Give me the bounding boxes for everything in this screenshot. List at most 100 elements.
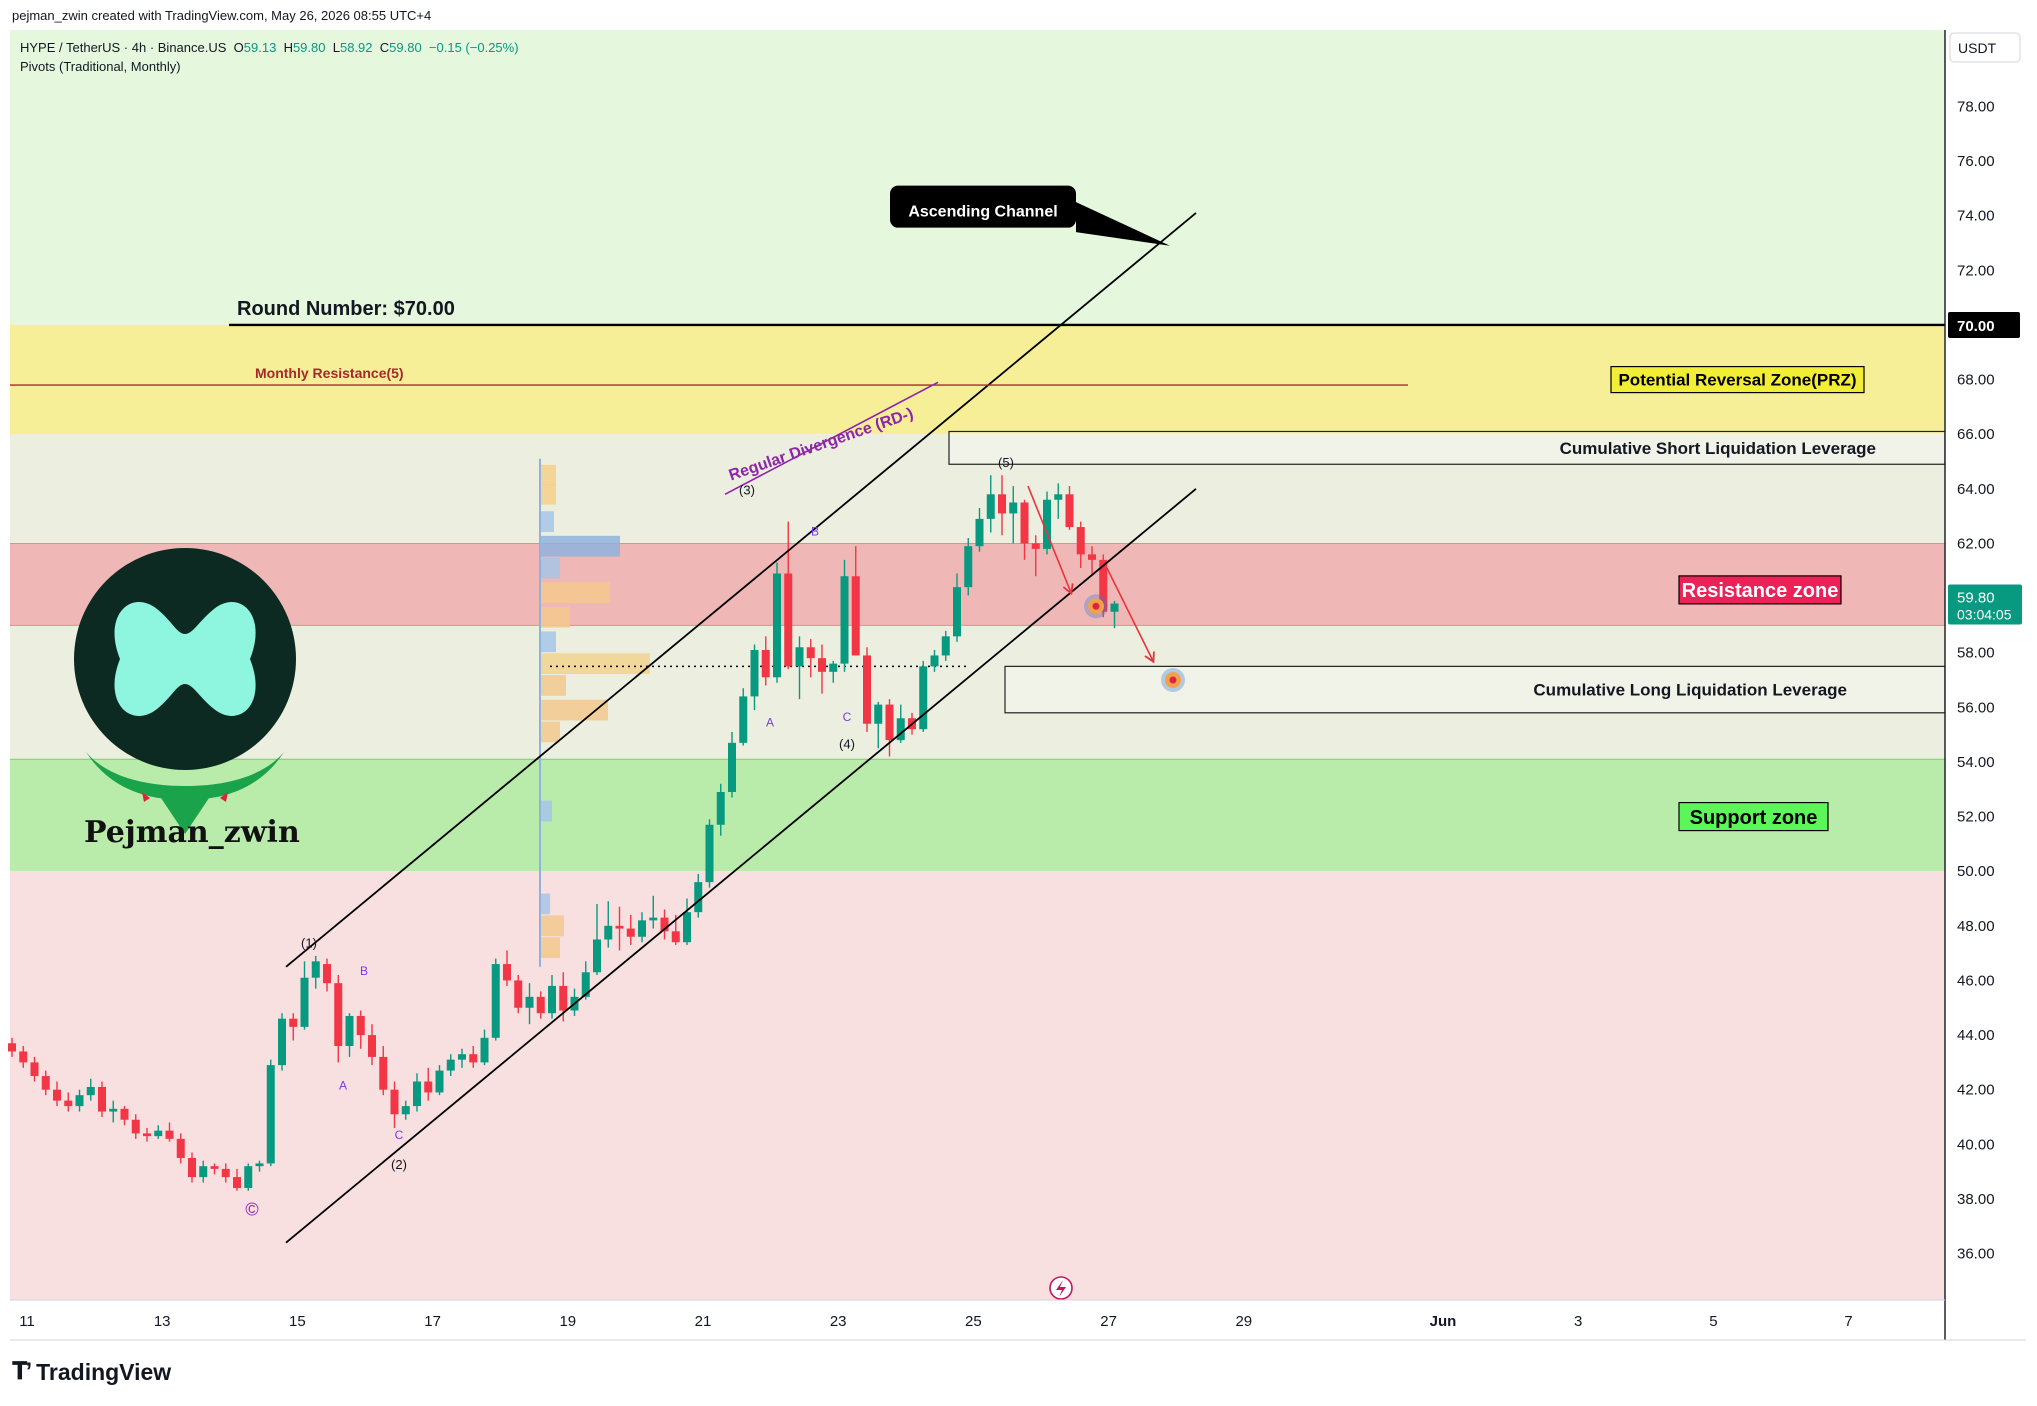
candle-body[interactable] <box>525 996 534 1008</box>
candle-body[interactable] <box>255 1163 264 1167</box>
candle-body[interactable] <box>548 985 556 1014</box>
candle-body[interactable] <box>356 1015 365 1036</box>
candle-body[interactable] <box>188 1157 196 1178</box>
candle-body[interactable] <box>683 912 691 943</box>
candle-body[interactable] <box>165 1130 174 1139</box>
candle-body[interactable] <box>86 1086 95 1096</box>
candle-body[interactable] <box>120 1108 129 1120</box>
candle-body[interactable] <box>604 925 613 940</box>
candle-body[interactable] <box>705 824 714 883</box>
candle-body[interactable] <box>345 1015 354 1046</box>
candle-body[interactable] <box>964 546 973 588</box>
candle-body[interactable] <box>840 576 849 664</box>
candle-body[interactable] <box>953 587 961 637</box>
candle-body[interactable] <box>638 920 646 937</box>
candle-body[interactable] <box>64 1100 73 1107</box>
candle-body[interactable] <box>311 961 320 978</box>
candle-body[interactable] <box>784 573 793 667</box>
candle-body[interactable] <box>233 1177 241 1189</box>
candle-body[interactable] <box>941 636 950 656</box>
candle-body[interactable] <box>491 964 500 1038</box>
candle-body[interactable] <box>278 1018 286 1066</box>
candle-body[interactable] <box>199 1166 208 1178</box>
candle-body[interactable] <box>458 1054 466 1060</box>
candle-body[interactable] <box>536 996 545 1014</box>
support-label-box[interactable] <box>1678 801 1829 832</box>
currency-label[interactable]: USDT <box>1958 40 1997 56</box>
candle-body[interactable] <box>975 518 984 547</box>
candle-body[interactable] <box>390 1089 399 1115</box>
channel-lower-line[interactable] <box>285 488 1197 1244</box>
candle-body[interactable] <box>1110 603 1119 612</box>
candle-body[interactable] <box>401 1106 410 1115</box>
candle-body[interactable] <box>480 1037 489 1063</box>
channel-callout[interactable] <box>890 185 1076 228</box>
candle-body[interactable] <box>244 1166 253 1189</box>
candle-body[interactable] <box>424 1081 433 1093</box>
candle-body[interactable] <box>41 1076 50 1090</box>
long-liquidation-box[interactable] <box>1004 665 1946 714</box>
candle-body[interactable] <box>593 939 601 973</box>
candle-body[interactable] <box>739 696 748 743</box>
candle-body[interactable] <box>8 1043 16 1052</box>
candle-body[interactable] <box>795 647 804 667</box>
candle-body[interactable] <box>1031 543 1040 549</box>
candle-body[interactable] <box>368 1035 376 1057</box>
prz-label-box[interactable] <box>1610 365 1865 394</box>
candle-body[interactable] <box>716 792 725 825</box>
candle-body[interactable] <box>896 718 905 741</box>
candle-body[interactable] <box>154 1130 163 1137</box>
indicator-label[interactable]: Pivots (Traditional, Monthly) <box>20 59 181 74</box>
candle-body[interactable] <box>221 1168 230 1178</box>
candle-body[interactable] <box>559 985 568 1011</box>
candle-body[interactable] <box>30 1062 39 1077</box>
candle-body[interactable] <box>750 649 759 697</box>
candle-body[interactable] <box>19 1051 28 1063</box>
candle-body[interactable] <box>998 494 1006 514</box>
candle-body[interactable] <box>1054 494 1063 500</box>
candle-body[interactable] <box>289 1018 298 1027</box>
candle-body[interactable] <box>671 931 680 943</box>
candle-body[interactable] <box>75 1095 84 1107</box>
candle-body[interactable] <box>885 704 894 741</box>
channel-upper-line[interactable] <box>285 212 1197 968</box>
candle-body[interactable] <box>863 655 871 724</box>
candle-body[interactable] <box>210 1166 219 1169</box>
candle-body[interactable] <box>649 917 658 921</box>
candle-body[interactable] <box>300 977 309 1027</box>
candle-body[interactable] <box>761 649 770 678</box>
candle-body[interactable] <box>446 1059 455 1071</box>
candle-body[interactable] <box>1076 527 1085 555</box>
candle-body[interactable] <box>986 494 995 519</box>
candle-body[interactable] <box>694 882 703 913</box>
currency-box[interactable] <box>1949 32 2021 63</box>
candle-body[interactable] <box>1020 502 1029 544</box>
candle-body[interactable] <box>379 1056 388 1090</box>
candle-body[interactable] <box>1043 499 1051 549</box>
candle-body[interactable] <box>615 925 624 929</box>
candle-body[interactable] <box>435 1070 444 1093</box>
candle-body[interactable] <box>829 663 838 672</box>
candle-body[interactable] <box>818 658 826 672</box>
candle-body[interactable] <box>728 742 736 792</box>
last-price-marker[interactable] <box>1948 584 2022 625</box>
candle-body[interactable] <box>1088 554 1096 560</box>
candle-body[interactable] <box>266 1065 275 1164</box>
candle-body[interactable] <box>1099 559 1108 612</box>
candle-body[interactable] <box>131 1119 140 1134</box>
candle-body[interactable] <box>514 980 523 1008</box>
candle-body[interactable] <box>660 917 669 932</box>
tradingview-logo[interactable]: 𝐓’ TradingView <box>12 1358 171 1386</box>
candle-body[interactable] <box>1065 494 1074 528</box>
candle-body[interactable] <box>323 964 331 984</box>
candle-body[interactable] <box>919 666 928 730</box>
candle-body[interactable] <box>626 928 635 937</box>
candle-body[interactable] <box>851 576 860 656</box>
candle-body[interactable] <box>143 1133 151 1137</box>
candle-body[interactable] <box>413 1081 421 1107</box>
candle-body[interactable] <box>806 647 815 659</box>
round-number-marker[interactable] <box>1948 311 2020 338</box>
symbol-title[interactable]: HYPE / TetherUS · 4h · Binance.US <box>20 40 227 55</box>
divergence-line[interactable] <box>724 381 939 496</box>
